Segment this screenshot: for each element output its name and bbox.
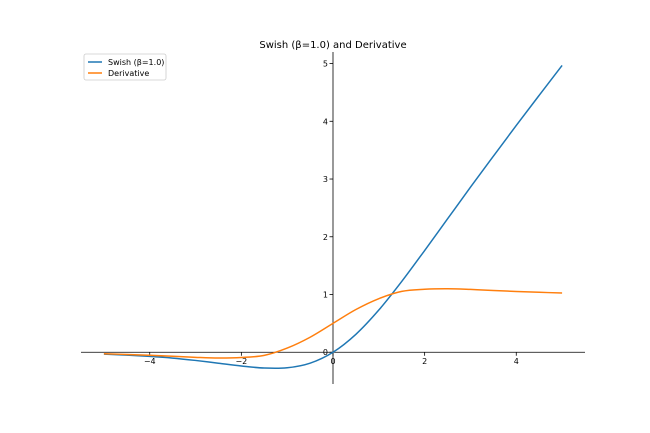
series-line-swish [103,64,563,370]
legend-label: Derivative [108,69,149,78]
x-tick-label: 0 [330,357,335,366]
y-tick-label: 1 [323,291,328,300]
axes: −4 −2 0 2 4 0 1 2 3 4 5 [81,52,585,384]
x-tick-label: −4 [144,357,156,366]
series-layer [103,64,563,370]
legend-box [83,53,167,81]
y-tick-label: 2 [323,233,328,242]
x-tick-label: 4 [514,357,519,366]
series-line-derivative [103,287,563,359]
chart-title: Swish (β=1.0) and Derivative [259,40,406,51]
y-tick-label: 0 [323,348,328,357]
y-tick-label: 3 [323,175,328,184]
y-tick-label: 5 [323,60,328,69]
x-tick-label: −2 [235,357,247,366]
y-tick-label: 4 [323,117,328,126]
legend-label: Swish (β=1.0) [108,58,164,67]
x-tick-label: 2 [422,357,427,366]
legend: Swish (β=1.0) Derivative [83,53,167,81]
